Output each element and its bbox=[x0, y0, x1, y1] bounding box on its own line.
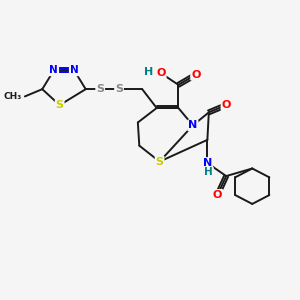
Text: N: N bbox=[203, 158, 212, 168]
Text: N: N bbox=[70, 65, 79, 75]
Text: O: O bbox=[213, 190, 222, 200]
Text: O: O bbox=[221, 100, 231, 110]
Text: N: N bbox=[50, 65, 58, 75]
Text: H: H bbox=[144, 67, 154, 77]
Text: S: S bbox=[56, 100, 64, 110]
Text: N: N bbox=[188, 120, 197, 130]
Text: O: O bbox=[191, 70, 200, 80]
Text: H: H bbox=[204, 167, 213, 177]
Text: S: S bbox=[96, 84, 104, 94]
Text: S: S bbox=[115, 84, 123, 94]
Text: O: O bbox=[156, 68, 166, 78]
Text: CH₃: CH₃ bbox=[3, 92, 21, 101]
Text: S: S bbox=[156, 157, 164, 166]
